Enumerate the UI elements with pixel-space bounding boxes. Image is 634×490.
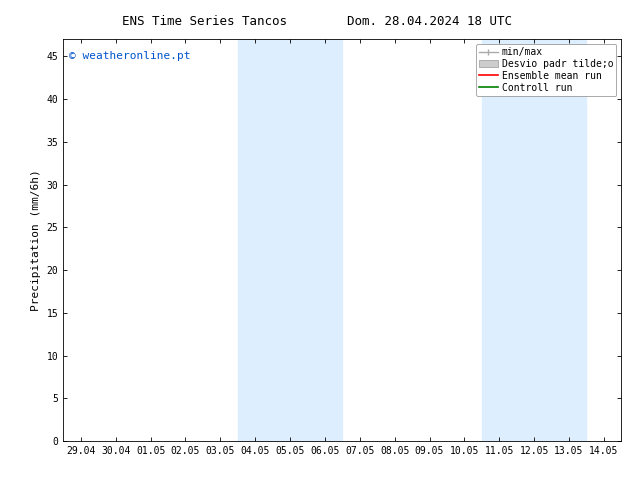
Legend: min/max, Desvio padr tilde;o, Ensemble mean run, Controll run: min/max, Desvio padr tilde;o, Ensemble m… [476, 44, 616, 96]
Text: © weatheronline.pt: © weatheronline.pt [69, 51, 190, 61]
Y-axis label: Precipitation (mm/6h): Precipitation (mm/6h) [31, 169, 41, 311]
Bar [482, 39, 586, 441]
Text: ENS Time Series Tancos        Dom. 28.04.2024 18 UTC: ENS Time Series Tancos Dom. 28.04.2024 1… [122, 15, 512, 28]
Bar [238, 39, 342, 441]
